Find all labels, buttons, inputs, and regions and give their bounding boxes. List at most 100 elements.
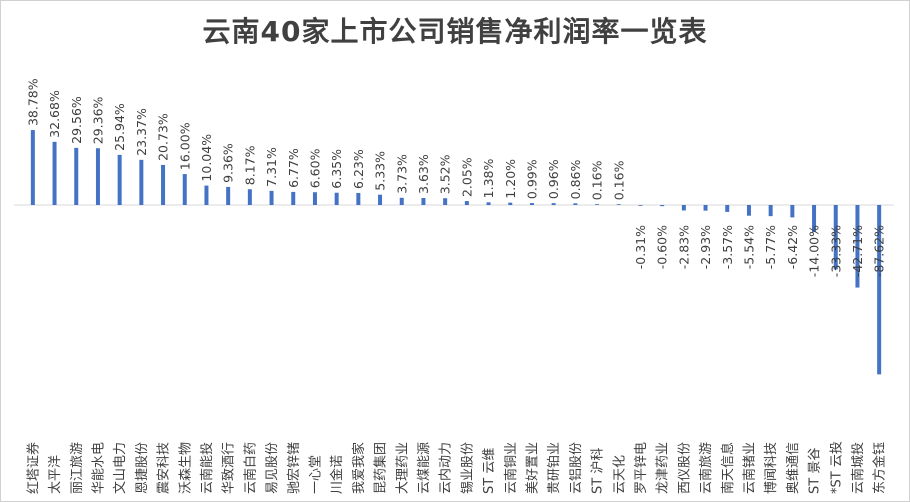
- bar: [638, 205, 643, 206]
- data-label: 0.16%: [611, 160, 626, 200]
- category-label: 云内动力: [438, 442, 454, 494]
- category-label: 震安科技: [157, 442, 172, 494]
- category-label: ST 景谷: [808, 448, 823, 494]
- data-label: 6.23%: [351, 149, 366, 189]
- category-label: ST 沪科: [590, 448, 606, 494]
- category-label: 云南旅游: [698, 442, 714, 494]
- data-label: 25.94%: [112, 103, 127, 151]
- bar: [790, 205, 795, 218]
- category-label: 昆药集团: [373, 442, 389, 494]
- category-label: 红塔证券: [25, 442, 41, 494]
- category-label: 驰宏锌锗: [287, 442, 302, 494]
- category-label: 云煤能源: [417, 442, 432, 494]
- category-label: *ST 云投: [828, 441, 844, 494]
- data-label: -0.31%: [633, 225, 648, 269]
- category-label: 罗平锌电: [634, 442, 649, 494]
- data-label: 3.73%: [394, 154, 409, 194]
- category-label: 华致酒行: [222, 442, 237, 494]
- bar: [30, 130, 35, 205]
- category-label: 南天信息: [720, 442, 736, 494]
- data-label: 0.16%: [590, 160, 605, 200]
- bar: [182, 174, 187, 205]
- category-label: 丽江旅游: [70, 442, 85, 494]
- data-label: 29.56%: [69, 96, 84, 144]
- data-label: 6.35%: [329, 149, 344, 189]
- bar: [464, 201, 469, 205]
- category-label: 易见股份: [265, 442, 280, 494]
- bar: [725, 205, 730, 212]
- data-label: -42.71%: [850, 225, 865, 277]
- category-label: 云南白药: [242, 442, 258, 494]
- bar: [378, 194, 383, 205]
- category-label: 川金诺: [329, 455, 345, 494]
- category-label: 美好置业: [525, 442, 540, 494]
- category-label: 云南锗业: [741, 442, 757, 494]
- bar: [877, 205, 882, 375]
- category-label: 东方金钰: [872, 442, 888, 494]
- category-label: 龙津药业: [656, 442, 671, 494]
- category-label: 沃森生物: [178, 442, 193, 494]
- bar: [161, 164, 166, 205]
- bar: [95, 148, 100, 205]
- category-label: 奥维通信: [786, 442, 801, 494]
- bar: [855, 205, 860, 288]
- bar: [551, 203, 556, 205]
- category-label: 文山电力: [113, 442, 128, 494]
- bar: [833, 205, 838, 270]
- bar: [52, 141, 57, 205]
- data-label: -6.42%: [785, 225, 800, 269]
- category-label: 博闻科技: [764, 442, 779, 494]
- bar: [139, 159, 144, 205]
- bar: [74, 147, 79, 205]
- data-label: 1.38%: [481, 158, 496, 198]
- bar: [746, 205, 751, 216]
- category-label: 云南铜业: [503, 442, 519, 494]
- data-label: 9.36%: [221, 143, 236, 183]
- data-label: 7.31%: [264, 147, 279, 187]
- category-label: 大理药业: [395, 442, 410, 494]
- category-label: 恩捷股份: [135, 442, 150, 494]
- bar: [595, 204, 600, 205]
- category-label: 一心堂: [308, 455, 323, 494]
- data-label: 10.04%: [199, 134, 214, 182]
- bar: [334, 192, 339, 205]
- data-label: 3.63%: [416, 154, 431, 194]
- data-label: 0.86%: [568, 160, 583, 200]
- data-label: 16.00%: [177, 122, 192, 170]
- bar: [443, 198, 448, 205]
- chart-title: 云南40家上市公司销售净利润率一览表: [202, 15, 708, 48]
- bar: [226, 186, 231, 205]
- data-label: -5.77%: [763, 225, 778, 269]
- bar: [247, 189, 252, 205]
- data-label: -33.33%: [828, 225, 843, 277]
- bar: [486, 202, 491, 205]
- bar: [812, 205, 817, 233]
- bar: [508, 202, 513, 205]
- bar: [660, 205, 665, 207]
- data-label: -14.00%: [807, 225, 822, 277]
- data-label: -2.83%: [676, 225, 691, 269]
- bar: [616, 204, 621, 205]
- data-label: -3.57%: [720, 225, 735, 269]
- category-label: 贵研铂业: [546, 442, 562, 494]
- bar: [312, 192, 317, 205]
- bar: [703, 205, 708, 211]
- bar: [269, 190, 274, 205]
- bar: [681, 205, 686, 211]
- category-label: 我爱我家: [351, 442, 367, 494]
- data-label: 38.78%: [25, 78, 40, 126]
- data-label: 8.17%: [242, 145, 257, 185]
- data-label: -2.93%: [698, 225, 713, 269]
- category-label: 云铝股份: [569, 442, 584, 494]
- bar: [421, 197, 426, 205]
- bar: [356, 192, 361, 205]
- data-label: 23.37%: [134, 108, 149, 156]
- data-label: 29.36%: [90, 96, 105, 144]
- bar: [768, 205, 773, 217]
- data-label: -0.60%: [655, 225, 670, 269]
- bar: [204, 185, 209, 205]
- category-label: 西仪股份: [677, 442, 692, 494]
- data-label: -87.62%: [872, 225, 887, 277]
- bar: [573, 203, 578, 205]
